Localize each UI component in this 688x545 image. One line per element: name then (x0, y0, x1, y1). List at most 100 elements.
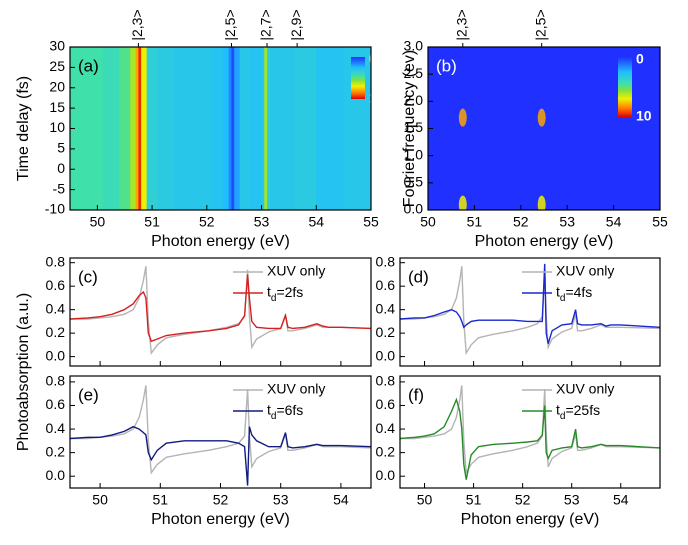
y-tick-label: 0.4 (46, 300, 66, 316)
x-axis-label: Photon energy (eV) (151, 233, 290, 250)
y-tick-label: 30 (49, 38, 65, 54)
spot (458, 108, 467, 127)
plot-area (428, 47, 660, 210)
y-tick-label: 2.5 (404, 65, 424, 81)
series-line (70, 266, 371, 356)
y-tick-label: 0.2 (376, 443, 396, 459)
heatmap-cell (212, 47, 224, 210)
x-tick-label: 50 (420, 214, 436, 230)
y-tick-label: -5 (53, 180, 66, 196)
plot-frame (69, 375, 372, 489)
y-tick-label: 10 (49, 119, 65, 135)
colorbar (351, 57, 365, 99)
plot-frame (399, 257, 661, 367)
state-label: |2,5> (222, 9, 238, 40)
y-tick-label: 0.8 (46, 253, 66, 269)
panel-label: (b) (436, 56, 457, 75)
panel-label: (d) (408, 267, 429, 286)
heatmap-cell (141, 47, 148, 210)
x-axis-label: Photon energy (eV) (475, 233, 614, 250)
plot-area (400, 385, 660, 480)
series-line (70, 385, 371, 475)
y-tick-label: 0.8 (376, 373, 396, 389)
spot (537, 108, 546, 127)
heatmap-cell (261, 47, 265, 210)
y-tick-label: 0.5 (404, 174, 424, 190)
y-axis-label: Fourier frequency (ev) (401, 50, 418, 207)
x-tick-label: 54 (308, 214, 324, 230)
heatmap-cell (195, 47, 213, 210)
y-tick-label: 1.0 (404, 146, 424, 162)
heatmap-cell (264, 47, 268, 210)
y-tick-label: 0.8 (46, 373, 66, 389)
heatmap-cell (157, 47, 175, 210)
x-axis-label: Photon energy (eV) (461, 511, 600, 528)
heatmap-cell (146, 47, 159, 210)
x-tick-label: 55 (652, 214, 668, 230)
y-tick-label: 0.6 (46, 396, 66, 412)
series-line (70, 425, 371, 486)
state-label: |2,9> (288, 9, 304, 40)
heatmap-cell (239, 47, 252, 210)
x-tick-label: 50 (90, 214, 106, 230)
x-tick-label: 53 (564, 492, 580, 508)
legend-label: XUV only (267, 263, 325, 279)
colorbar-label: 10 (636, 108, 652, 124)
colorbar-label: 0 (636, 51, 644, 67)
legend-label: td=6fs (267, 402, 303, 422)
y-tick-label: 0.2 (46, 324, 66, 340)
y-tick-label: 3.0 (404, 38, 424, 54)
x-tick-label: 53 (254, 214, 270, 230)
x-tick-label: 50 (417, 492, 433, 508)
series-line (70, 274, 371, 343)
y-tick-label: 20 (49, 78, 65, 94)
shared-y-label: Photoabsorption (a.u.) (15, 293, 32, 451)
state-label: |2,5> (532, 9, 548, 40)
y-tick-label: 0.6 (376, 396, 396, 412)
legend-label: td=4fs (556, 284, 592, 304)
x-tick-label: 50 (92, 492, 108, 508)
y-tick-label: 0.4 (46, 420, 66, 436)
state-label: |2,3> (129, 9, 145, 40)
plot-area (400, 263, 660, 356)
panel-label: (f) (408, 385, 424, 404)
panel-label: (c) (78, 267, 98, 286)
x-tick-label: 55 (363, 214, 379, 230)
heatmap-cell (130, 47, 137, 210)
y-tick-label: 0.8 (376, 253, 396, 269)
x-tick-label: 54 (613, 492, 629, 508)
y-axis-label: Time delay (fs) (15, 76, 32, 181)
y-tick-label: 0.2 (376, 324, 396, 340)
heatmap-cell (269, 47, 279, 210)
x-tick-label: 54 (606, 214, 622, 230)
heatmap-cell (228, 47, 232, 210)
x-tick-label: 52 (199, 214, 215, 230)
y-tick-label: -10 (45, 201, 65, 217)
y-tick-label: 0.0 (46, 347, 66, 363)
plot-frame (69, 257, 372, 367)
colorbar-label: 1 (369, 90, 377, 106)
heatmap-cell (135, 47, 139, 210)
y-tick-label: 5 (57, 140, 65, 156)
legend-label: XUV only (267, 381, 325, 397)
x-tick-label: 52 (515, 492, 531, 508)
y-tick-label: 0.0 (46, 467, 66, 483)
state-label: |2,7> (258, 9, 274, 40)
y-tick-label: 0 (57, 160, 65, 176)
legend-label: td=2fs (267, 284, 303, 304)
plot-area (70, 266, 371, 356)
legend-label: XUV only (556, 263, 614, 279)
x-tick-label: 51 (467, 214, 483, 230)
series-line (400, 263, 660, 344)
plot-frame (399, 375, 661, 489)
heatmap-cell (294, 47, 317, 210)
y-tick-label: 15 (49, 99, 65, 115)
legend-label: td=25fs (556, 402, 600, 422)
y-tick-label: 2.0 (404, 92, 424, 108)
spot (537, 195, 546, 210)
y-tick-label: 0.6 (376, 277, 396, 293)
heatmap-cell (173, 47, 197, 210)
y-tick-label: 25 (49, 58, 65, 74)
state-label: |2,3> (454, 9, 470, 40)
